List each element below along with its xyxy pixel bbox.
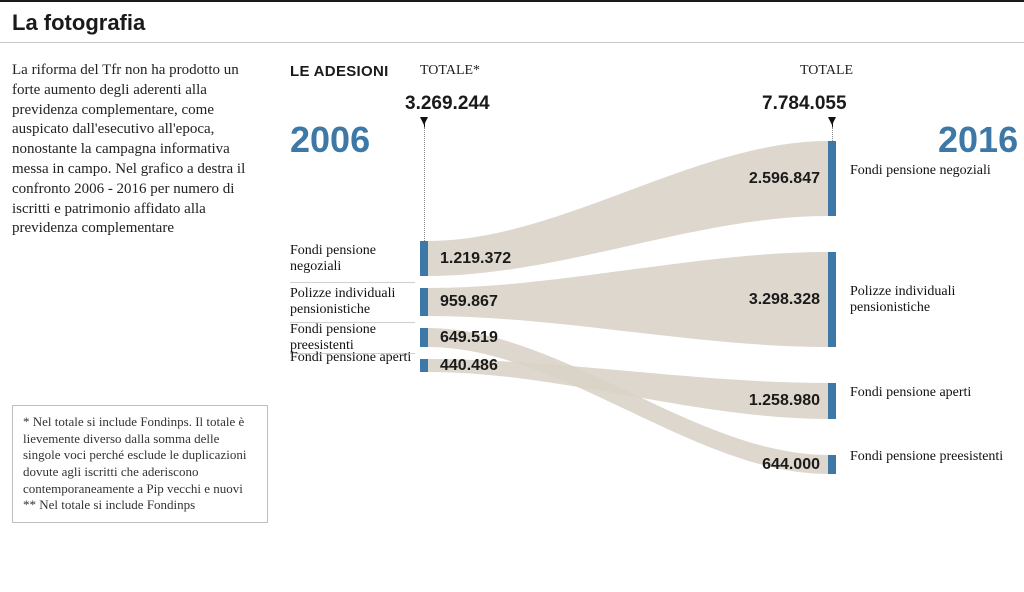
- left-bar-3: [420, 359, 428, 372]
- right-year: 2016: [938, 119, 1018, 161]
- right-label-1: Polizze individuali pensionistiche: [850, 284, 1010, 316]
- intro-text: La riforma del Tfr non ha prodotto un fo…: [12, 61, 268, 239]
- left-dotted: [424, 127, 425, 241]
- left-label-1: Polizze individuali pensionistiche: [290, 286, 415, 318]
- right-label-3: Fondi pensione preesistenti: [850, 449, 1010, 465]
- left-value-1: 959.867: [440, 293, 498, 311]
- left-value-3: 440.486: [440, 357, 498, 375]
- right-total-tri: [828, 117, 838, 127]
- right-label-0: Fondi pensione negoziali: [850, 163, 1010, 179]
- left-year: 2006: [290, 119, 370, 161]
- left-total-tri: [420, 117, 430, 127]
- section-label: LE ADESIONI: [290, 63, 389, 80]
- right-dotted: [832, 127, 833, 141]
- left-label-0: Fondi pensione negoziali: [290, 243, 415, 275]
- right-bar-2: [828, 383, 836, 419]
- left-column: La riforma del Tfr non ha prodotto un fo…: [12, 61, 268, 239]
- right-label-2: Fondi pensione aperti: [850, 385, 1010, 401]
- right-total-label: TOTALE: [800, 63, 853, 79]
- page-title: La fotografia: [0, 0, 1024, 43]
- left-bar-0: [420, 241, 428, 276]
- right-bar-3: [828, 455, 836, 474]
- right-bar-1: [828, 252, 836, 347]
- left-value-2: 649.519: [440, 329, 498, 347]
- left-total-label: TOTALE*: [420, 63, 480, 79]
- left-label-3: Fondi pensione aperti: [290, 350, 415, 366]
- left-bar-1: [420, 288, 428, 316]
- left-div-0: [290, 282, 415, 283]
- footnote-box: * Nel totale si include Fondinps. Il tot…: [12, 405, 268, 523]
- right-bar-0: [828, 141, 836, 216]
- right-value-1: 3.298.328: [730, 291, 820, 309]
- right-value-2: 1.258.980: [730, 392, 820, 410]
- left-value-0: 1.219.372: [440, 250, 511, 268]
- right-value-3: 644.000: [730, 456, 820, 474]
- right-total-value: 7.784.055: [762, 93, 847, 115]
- left-bar-2: [420, 328, 428, 347]
- footnote-text: * Nel totale si include Fondinps. Il tot…: [23, 414, 246, 512]
- right-value-0: 2.596.847: [730, 170, 820, 188]
- chart-area: La riforma del Tfr non ha prodotto un fo…: [0, 43, 1024, 548]
- left-total-value: 3.269.244: [405, 93, 490, 115]
